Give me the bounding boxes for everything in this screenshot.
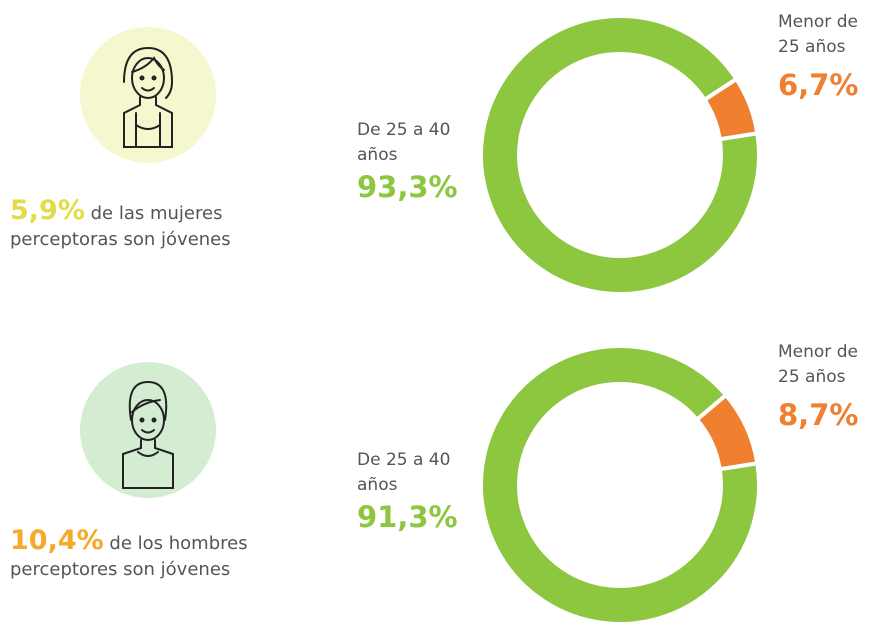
category-label: De 25 a 40 años [357,450,451,495]
donut-segment [479,14,761,296]
icon-circle [80,362,216,498]
stat-caption: de los hombres perceptores son jóvenes [10,533,248,580]
value-label: 93,3% [357,170,458,204]
stat-highlight: 10,4% [10,525,104,556]
woman-icon [123,46,174,148]
category-label: De 25 a 40 años [357,120,451,165]
man-icon [122,380,174,489]
stat-caption: de las mujeres perceptoras son jóvenes [10,203,231,250]
value-label: 6,7% [778,68,859,102]
stat-text: 10,4% de los hombres perceptores son jóv… [10,525,285,583]
category-label: Menor de 25 años [778,12,858,57]
donut-segment [694,392,760,472]
value-label: 8,7% [778,398,859,432]
category-label: Menor de 25 años [778,342,858,387]
icon-circle [80,27,216,163]
value-label: 91,3% [357,500,458,534]
donut-segment [479,344,761,624]
stat-highlight: 5,9% [10,195,85,226]
stat-text: 5,9% de las mujeres perceptoras son jóve… [10,195,285,253]
donut-segment [701,76,760,142]
